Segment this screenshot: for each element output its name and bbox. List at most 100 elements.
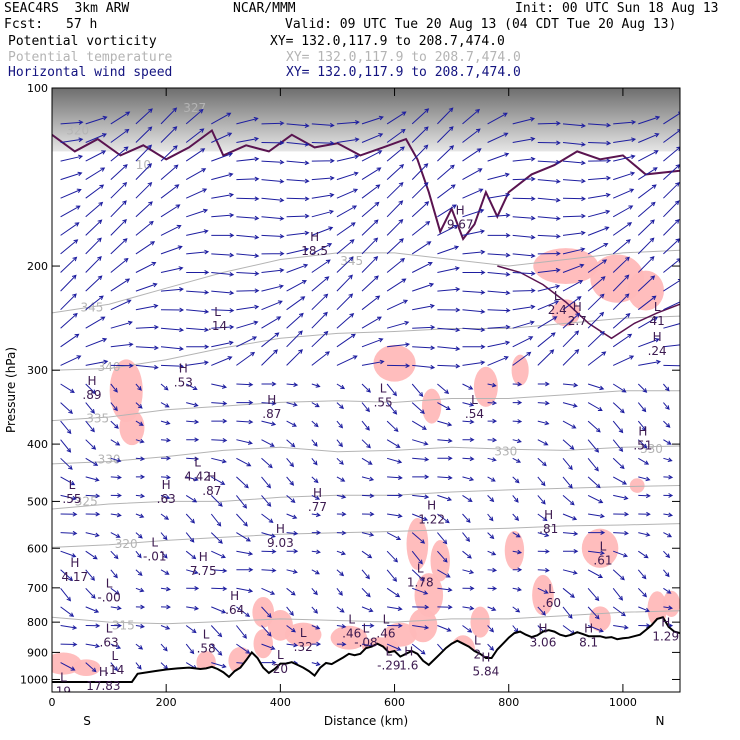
pv-extremum-value: .81 (539, 522, 558, 536)
wind-vector (60, 355, 82, 366)
wind-vector (135, 550, 142, 559)
wind-vector (462, 229, 486, 236)
wind-vector (261, 457, 273, 469)
wind-vector (638, 115, 661, 125)
x-tick-label: 1000 (609, 696, 637, 709)
wind-vector (211, 192, 235, 199)
wind-vector (663, 420, 671, 428)
wind-vector (412, 625, 430, 630)
wind-vector (638, 457, 650, 465)
pv-extremum-type: H (207, 470, 216, 484)
wind-vector (612, 239, 631, 255)
wind-vector (311, 641, 322, 647)
wind-vector (110, 383, 118, 393)
wind-vector (462, 586, 475, 591)
wind-vector (537, 121, 561, 126)
wind-vector (186, 229, 209, 236)
wind-vector (487, 308, 511, 313)
wind-vector (562, 296, 582, 311)
wind-vector (85, 402, 95, 414)
wind-vector (60, 420, 72, 435)
wind-vector (462, 569, 475, 575)
pv-extremum-type: L (363, 622, 370, 636)
wind-vector (110, 474, 122, 480)
wind-vector (612, 402, 625, 414)
wind-vector (462, 494, 473, 502)
wind-vector (663, 474, 674, 480)
wind-vector (236, 532, 251, 542)
wind-vector (487, 152, 510, 162)
forecast-label: Fcst: (4, 17, 44, 32)
wind-vector (311, 402, 320, 408)
wind-vector (286, 548, 299, 554)
wind-vector (286, 296, 306, 311)
wind-vector (437, 420, 453, 427)
wind-vector (512, 271, 536, 276)
pv-shaded-region (629, 478, 645, 493)
wind-vector (186, 456, 200, 462)
wind-vector (60, 457, 73, 470)
wind-vector (612, 274, 630, 292)
wind-vector (135, 126, 153, 143)
wind-vector (110, 439, 121, 446)
field-label-potential-vorticity: Potential vorticity (8, 34, 157, 49)
wind-vector (412, 364, 436, 370)
wind-vector (236, 587, 254, 593)
wind-vector (411, 181, 429, 199)
wind-vector (60, 333, 80, 348)
wind-vector (487, 192, 511, 199)
wind-vector (512, 117, 536, 125)
pv-extremum: H1.29 (652, 615, 679, 643)
wind-vector (311, 122, 335, 128)
wind-vector (487, 340, 511, 348)
wind-vector (261, 660, 277, 666)
wind-vector (663, 129, 680, 143)
pv-extremum-type: H (427, 498, 436, 512)
wind-vector (612, 256, 630, 273)
wind-vector (361, 201, 380, 218)
wind-vector (512, 587, 522, 592)
wind-vector (135, 402, 143, 409)
wind-vector (462, 344, 486, 350)
wind-vector (261, 197, 285, 203)
wind-vector (110, 605, 122, 611)
wind-vector (286, 569, 298, 574)
wind-vector (387, 363, 411, 369)
wind-vector (612, 333, 633, 348)
wind-vector (613, 511, 630, 517)
wind-vector (512, 476, 520, 484)
pv-extremum-type: L (471, 393, 478, 407)
wind-vector (336, 293, 354, 311)
wind-vector (160, 604, 171, 610)
wind-vector (160, 383, 169, 391)
pv-shaded-region (373, 344, 416, 382)
wind-vector (160, 287, 184, 292)
wind-vector (210, 643, 223, 656)
wind-vector (637, 295, 657, 311)
wind-vector (386, 163, 405, 180)
wind-vector (211, 476, 226, 485)
wind-vector (160, 363, 185, 369)
wind-vector (261, 120, 285, 126)
wind-vector (110, 363, 134, 369)
wind-vector (537, 140, 561, 146)
pv-extremum-value: 2.7 (568, 314, 587, 328)
wind-vector (411, 201, 430, 218)
wind-vector (110, 643, 122, 649)
wind-vector (587, 476, 601, 489)
wind-vector (110, 320, 133, 329)
pv-extremum-type: L (554, 289, 561, 303)
wind-vector (386, 128, 406, 143)
wind-vector (135, 303, 159, 311)
wind-vector (537, 284, 561, 292)
pv-extremum: L-.29 (377, 644, 400, 672)
wind-vector (437, 126, 454, 143)
wind-vector (186, 437, 200, 443)
pv-extremum: L.54 (465, 393, 484, 421)
wind-vector (186, 208, 209, 218)
wind-vector (537, 439, 549, 446)
pv-extremum-type: H (544, 508, 553, 522)
wind-vector (211, 356, 233, 366)
stratosphere-shading (52, 88, 680, 152)
wind-vector (361, 133, 384, 143)
